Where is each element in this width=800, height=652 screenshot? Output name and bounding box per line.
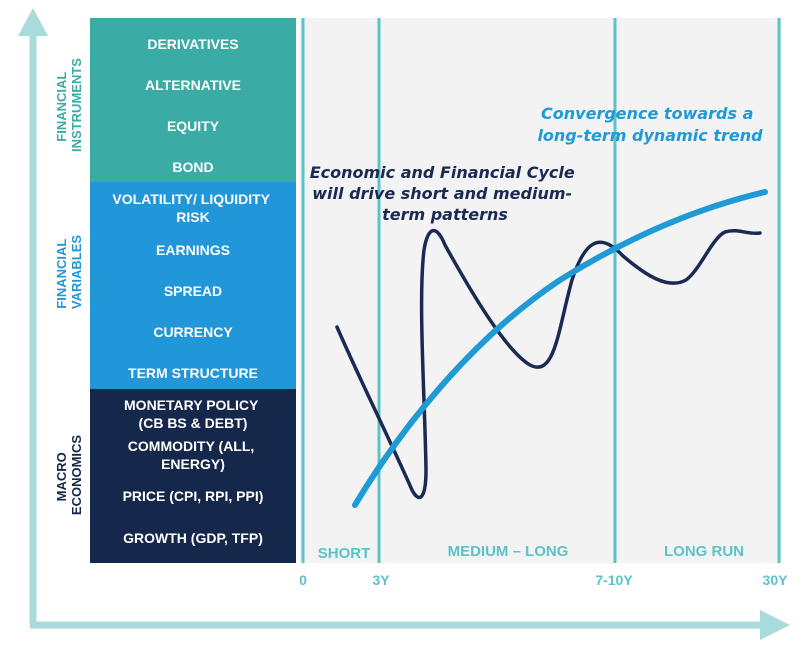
financial-instruments-block [90,18,296,182]
macro-growth: GROWTH (GDP, TFP) [123,530,263,546]
financial-variables-block [90,182,296,389]
phase-short: SHORT [318,545,371,562]
variable-spread: SPREAD [164,283,222,299]
x-axis-arrow-icon [760,610,790,640]
instruments-list: DERIVATIVES ALTERNATIVE EQUITY BOND [145,36,241,175]
phase-long-run: LONG RUN [664,543,744,560]
side-label-instruments: FINANCIAL INSTRUMENTS [54,58,84,152]
annotation-cycle: Economic and Financial Cycle will drive … [310,163,581,224]
y-axis-arrow-icon [18,8,48,36]
annotation-trend: Convergence towards a long-term dynamic … [537,104,763,145]
tick-30y: 30Y [763,572,789,588]
macro-commodity: COMMODITY (ALL, ENERGY) [128,438,258,472]
instrument-equity: EQUITY [167,118,220,134]
variables-list: VOLATILITY/ LIQUIDITY RISK EARNINGS SPRE… [112,191,273,381]
instrument-derivatives: DERIVATIVES [147,36,238,52]
macro-economics-block [90,389,296,563]
side-label-macro: MACRO ECONOMICS [54,435,84,516]
variable-term-structure: TERM STRUCTURE [128,365,258,381]
tick-3y: 3Y [372,572,390,588]
instrument-bond: BOND [172,159,213,175]
macro-monetary-policy: MONETARY POLICY (CB BS & DEBT) [124,397,262,431]
variable-earnings: EARNINGS [156,242,230,258]
trend-curve [352,189,768,508]
macro-price: PRICE (CPI, RPI, PPI) [123,488,264,504]
cycle-curve [335,228,762,500]
side-label-variables: FINANCIAL VARIABLES [54,235,84,309]
axes [18,8,790,640]
variable-volatility-liquidity-risk: VOLATILITY/ LIQUIDITY RISK [112,191,273,225]
instrument-alternative: ALTERNATIVE [145,77,241,93]
phase-medium-long: MEDIUM – LONG [448,543,569,560]
variable-currency: CURRENCY [153,324,233,340]
tick-0: 0 [299,572,307,588]
tick-7-10y: 7-10Y [595,572,633,588]
macro-list: MONETARY POLICY (CB BS & DEBT) COMMODITY… [123,397,264,546]
